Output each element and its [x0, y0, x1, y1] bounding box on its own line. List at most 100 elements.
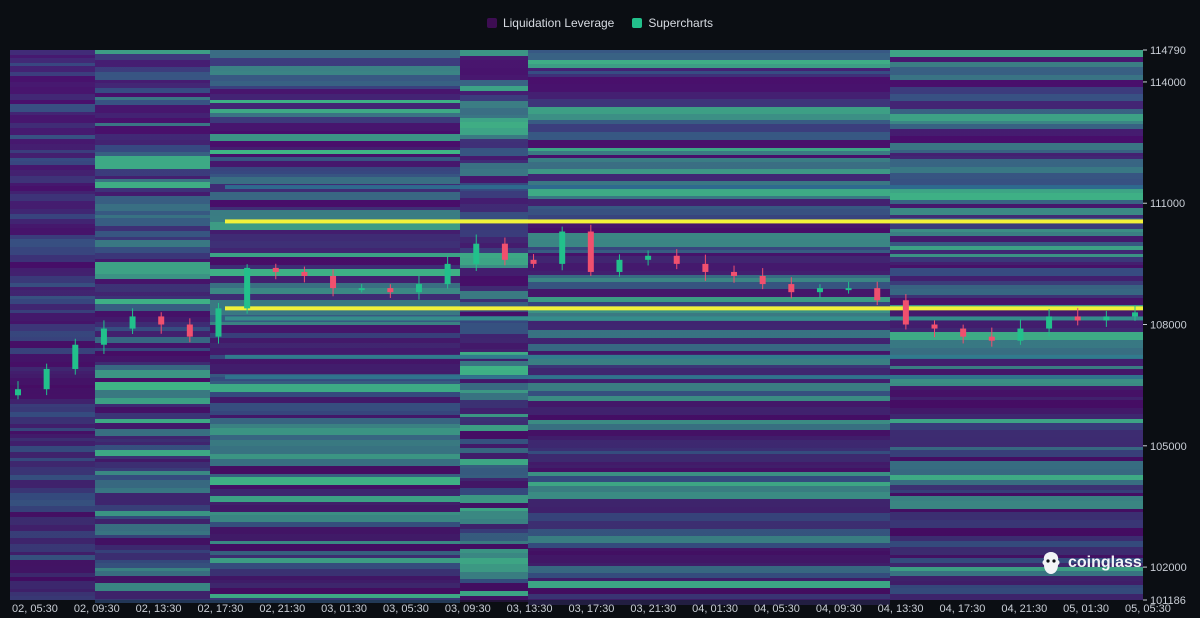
heatmap-band [890, 215, 1143, 218]
heatmap-band [460, 591, 528, 596]
candle-body [616, 259, 623, 272]
heatmap-band [95, 196, 210, 204]
legend-item-supercharts[interactable]: Supercharts [632, 16, 713, 30]
heatmap-band [210, 86, 460, 89]
heatmap-band [890, 594, 1143, 600]
heatmap-band [95, 390, 210, 398]
legend-item-liquidation-leverage[interactable]: Liquidation Leverage [486, 16, 614, 30]
heatmap-band [95, 498, 210, 505]
legend-swatch [486, 18, 497, 28]
heatmap-band [460, 524, 528, 529]
heatmap-band [890, 257, 1143, 262]
candle-body [129, 316, 136, 329]
heatmap-band [210, 541, 460, 544]
heatmap-band [210, 147, 460, 150]
heatmap-band [460, 160, 528, 163]
heatmap-band [528, 132, 890, 140]
heatmap-band [210, 288, 460, 294]
heatmap-band [528, 594, 890, 599]
heatmap-band [210, 161, 460, 167]
heatmap-band [10, 354, 95, 362]
heatmap-band [95, 505, 210, 511]
heatmap-band [210, 505, 460, 512]
heatmap-band [460, 142, 528, 148]
heatmap-band [10, 262, 95, 268]
heatmap-band [210, 485, 460, 489]
heatmap-band [460, 421, 528, 425]
heatmap-band [95, 140, 210, 145]
x-tick-label: 02, 13:30 [136, 603, 182, 615]
heatmap-band [890, 461, 1143, 469]
liquidation-level [225, 219, 1143, 224]
heatmap-band [890, 254, 1143, 257]
candle-body [902, 300, 909, 325]
heatmap-band [890, 408, 1143, 414]
heatmap-band [890, 328, 1143, 332]
heatmap-band [460, 286, 528, 291]
heatmap-band [528, 253, 890, 256]
heatmap-band [460, 390, 528, 393]
heatmap-band [210, 131, 460, 134]
heatmap-band [528, 162, 890, 169]
heatmap-band [460, 56, 528, 60]
y-axis: 114790 114000 111000 108000 105000 102000 1011… [1143, 45, 1187, 607]
coinglass-icon [1042, 552, 1060, 574]
heatmap-band [210, 544, 460, 551]
heatmap-band [10, 176, 95, 183]
heatmap-band [10, 100, 95, 104]
heatmap-band [95, 237, 210, 240]
x-tick-label: 04, 17:30 [940, 603, 986, 615]
heatmap-band [10, 399, 95, 404]
candle-body [530, 259, 537, 264]
candle-body [1132, 312, 1138, 317]
heatmap-band [210, 403, 460, 411]
heatmap-band [95, 362, 210, 365]
candle-body [960, 328, 967, 337]
heatmap-band [10, 345, 95, 348]
heatmap-band [460, 553, 528, 558]
heatmap-band [10, 153, 95, 158]
heatmap-band [210, 89, 460, 94]
liquidation-level [225, 306, 1143, 311]
heatmap-band [210, 502, 460, 505]
heatmap-band [210, 253, 460, 257]
heatmap-band [890, 450, 1143, 457]
heatmap-band [210, 123, 460, 131]
liquidation-level [225, 185, 1143, 190]
heatmap-band [528, 233, 890, 239]
heatmap-band [10, 94, 95, 100]
heatmap-band [210, 474, 460, 477]
heatmap-band [528, 368, 890, 375]
heatmap-band [890, 430, 1143, 437]
heatmap-band [528, 99, 890, 107]
heatmap-band [528, 472, 890, 476]
heatmap-band [528, 548, 890, 551]
heatmap-band [528, 271, 890, 275]
heatmap-band [528, 68, 890, 71]
heatmap-band [95, 493, 210, 498]
heatmap-band [890, 501, 1143, 509]
heatmap-band [528, 415, 890, 420]
heatmap-band [95, 471, 210, 475]
heatmap-band [95, 337, 210, 343]
heatmap-band [528, 223, 890, 228]
heatmap-band [10, 321, 95, 324]
heatmap-band [95, 419, 210, 423]
heatmap-band [210, 222, 460, 230]
heatmap-band [528, 250, 890, 253]
candle-body [72, 344, 79, 369]
heatmap-band [528, 278, 890, 282]
heatmap-band [528, 263, 890, 271]
heatmap-band [95, 331, 210, 337]
heatmap-band [460, 176, 528, 183]
heatmap-band [528, 391, 890, 396]
heatmap-band [890, 57, 1143, 62]
heatmap-band [10, 348, 95, 354]
heatmap-band [210, 307, 460, 315]
heatmap-band [95, 284, 210, 292]
heatmap-band [10, 475, 95, 480]
heatmap-band [95, 72, 210, 80]
brand-name: coinglass [1068, 554, 1142, 571]
heatmap-band [890, 490, 1143, 493]
